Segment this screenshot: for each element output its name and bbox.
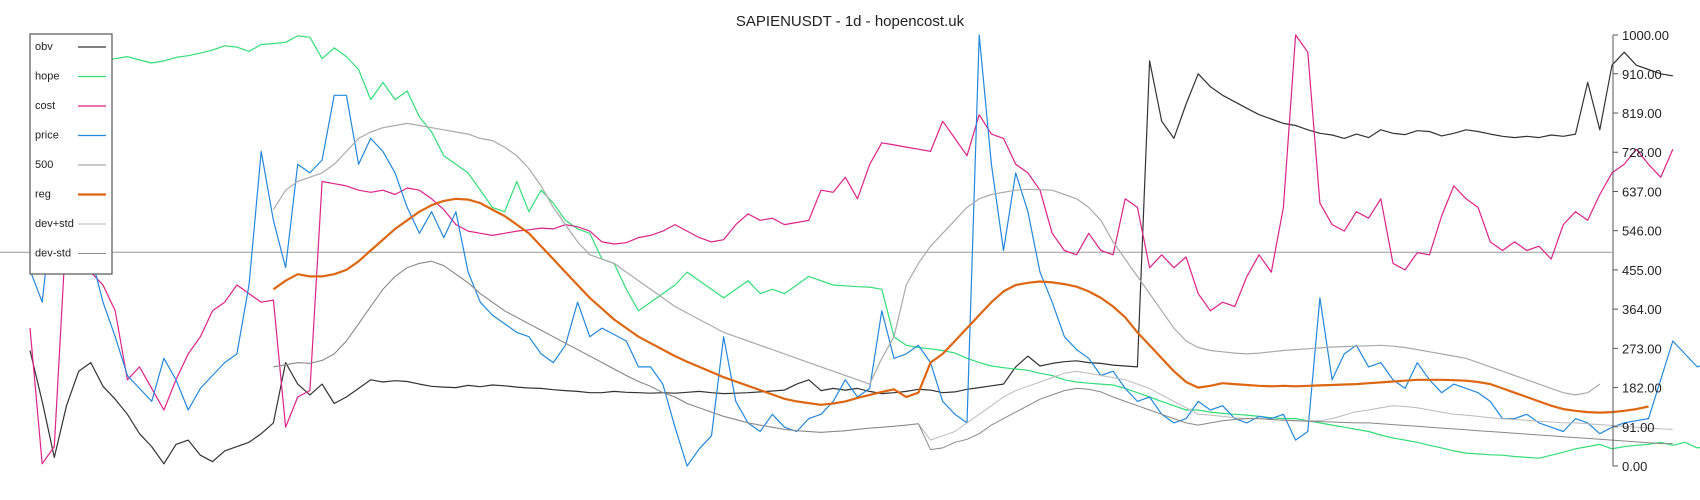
legend-label: dev-std [35, 248, 71, 260]
y-tick-label: 1000.00 [1622, 28, 1669, 43]
legend-label: obv [35, 41, 53, 53]
series-line-cost [29, 34, 1674, 465]
y-tick-label: 910.00 [1622, 67, 1662, 82]
series-line-500 [272, 122, 1601, 396]
y-tick-label: 364.00 [1622, 302, 1662, 317]
y-tick-label: 0.00 [1622, 459, 1647, 474]
series-line-dev-std [273, 260, 1673, 451]
legend-label: dev+std [35, 218, 74, 230]
y-tick-label: 182.00 [1622, 381, 1662, 396]
y-tick-label: 819.00 [1622, 106, 1662, 121]
chart-title: SAPIENUSDT - 1d - hopencost.uk [736, 13, 965, 30]
legend-label: hope [35, 71, 59, 83]
y-tick-label: 91.00 [1622, 420, 1655, 435]
legend: obv hope cost price 500 reg dev+std dev-std [29, 33, 113, 275]
legend-label: 500 [35, 159, 53, 171]
y-tick-label: 637.00 [1622, 184, 1662, 199]
plot-area [0, 34, 1700, 467]
y-tick-label: 455.00 [1622, 263, 1662, 278]
series-line-reg [272, 197, 1649, 414]
legend-label: reg [35, 189, 51, 201]
y-tick-label: 273.00 [1622, 341, 1662, 356]
legend-label: cost [35, 100, 55, 112]
y-tick-label: 546.00 [1622, 224, 1662, 239]
legend-label: price [35, 130, 59, 142]
legend-box [29, 33, 113, 275]
y-tick-label: 728.00 [1622, 145, 1662, 160]
y-axis: 0.00 91.00 182.00 273.00 364.00 455.00 546.00 6… [1612, 28, 1669, 474]
